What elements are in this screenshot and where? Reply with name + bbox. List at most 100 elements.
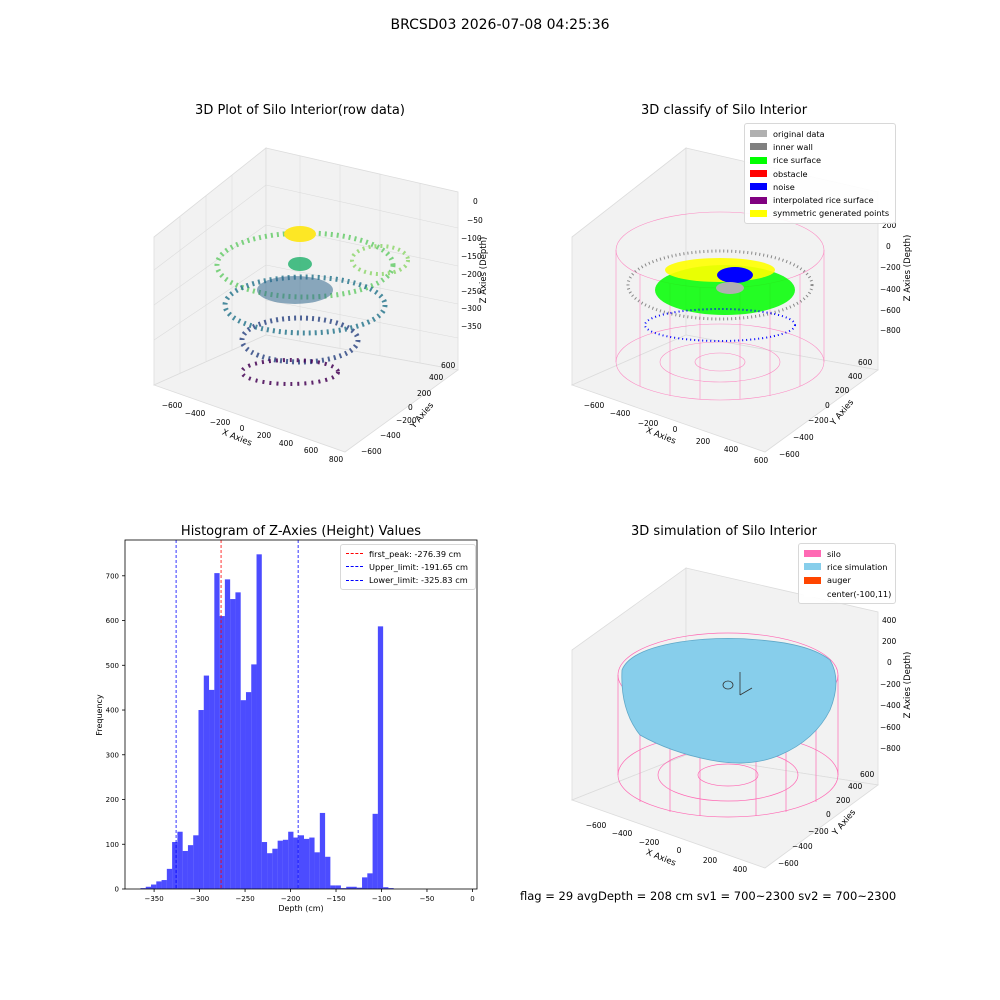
histogram-bar <box>325 856 331 889</box>
histogram-bar <box>346 886 352 889</box>
raw-zticks: 0 −50 −100 −150 −200 −250 −300 −350 <box>461 197 483 331</box>
histogram-xticks: −350 −300 −250 −200 −150 −100 −50 0 <box>144 889 475 903</box>
histogram-frame <box>124 539 478 890</box>
svg-text:600: 600 <box>304 446 319 455</box>
histogram-bar <box>224 579 231 889</box>
svg-text:0: 0 <box>408 403 413 412</box>
svg-text:600: 600 <box>860 770 875 779</box>
status-footer: flag = 29 avgDepth = 208 cm sv1 = 700~23… <box>520 889 897 903</box>
raw-3d-plot: 0 −50 −100 −150 −200 −250 −300 −350 Z Axies … <box>152 147 489 464</box>
histogram-bar <box>151 884 157 889</box>
svg-text:400: 400 <box>882 616 897 625</box>
histogram-bar <box>240 700 246 889</box>
x-tick-label: −300 <box>190 895 209 903</box>
histogram-bar <box>372 813 378 889</box>
svg-text:800: 800 <box>329 455 344 464</box>
legend-item-rice-simulation: rice simulation <box>804 560 890 573</box>
histogram-bar <box>203 675 210 889</box>
simulation-zticks: 400 200 0 −200 −400 −600 −800 <box>880 616 901 753</box>
histogram-yticks: 0 100 200 300 400 500 600 700 <box>106 572 125 894</box>
histogram-legend: first_peak: -276.39 cm Upper_limit: -191… <box>340 544 476 590</box>
histogram-bar <box>251 664 257 889</box>
svg-text:−600: −600 <box>880 306 901 315</box>
figure-title: BRCSD03 2026-07-08 04:25:36 <box>390 17 610 33</box>
y-tick-label: 700 <box>106 572 119 580</box>
histogram-bar <box>145 886 152 889</box>
histogram-bar <box>304 838 310 889</box>
histogram-bar <box>367 873 373 889</box>
y-tick-label: 600 <box>106 617 119 625</box>
histogram-bar <box>245 692 252 889</box>
y-tick-label: 200 <box>106 796 119 804</box>
simulation-xticks: −600 −400 −200 0 200 400 <box>586 821 748 874</box>
histogram-bar <box>161 880 167 889</box>
simulation-zlabel: Z Axies (Depth) <box>903 652 913 719</box>
legend-item-center: center(-100,11) <box>804 587 891 600</box>
svg-text:200: 200 <box>836 796 851 805</box>
histogram-bar <box>277 840 283 889</box>
svg-text:−200: −200 <box>461 270 482 279</box>
histogram-bar <box>288 831 294 889</box>
svg-text:200: 200 <box>882 637 897 646</box>
histogram-bar <box>293 837 299 889</box>
simulation-3d-plot: 400 200 0 −200 −400 −600 −800 Z Axies (Dept… <box>570 567 913 874</box>
svg-text:0: 0 <box>673 425 678 434</box>
histogram-bar <box>335 885 341 889</box>
svg-text:−200: −200 <box>808 416 829 425</box>
svg-text:−400: −400 <box>792 842 813 851</box>
svg-text:400: 400 <box>429 373 444 382</box>
legend-item-original-data: original data <box>750 127 890 140</box>
histogram-bar <box>256 554 262 889</box>
raw-axes-panes <box>152 147 459 453</box>
histogram-bar <box>140 888 146 889</box>
legend-item-interpolated: interpolated rice surface <box>750 193 890 206</box>
histogram-bar <box>198 710 204 889</box>
histogram-bar <box>383 887 389 889</box>
svg-text:−200: −200 <box>808 827 829 836</box>
x-tick-label: −200 <box>281 895 300 903</box>
simulation-legend: silo rice simulation auger center(-100,1… <box>798 543 896 605</box>
x-tick-label: −350 <box>144 895 163 903</box>
svg-text:−100: −100 <box>461 234 482 243</box>
svg-text:−600: −600 <box>162 401 183 410</box>
svg-text:−400: −400 <box>610 409 631 418</box>
svg-text:0: 0 <box>886 242 891 251</box>
raw-point-cloud <box>214 226 410 386</box>
rice-simulation-surface <box>621 638 837 764</box>
svg-text:0: 0 <box>887 658 892 667</box>
classify-yticks: −600 −400 −200 0 200 400 600 <box>779 358 873 459</box>
svg-text:−400: −400 <box>612 829 633 838</box>
histogram-bar <box>330 885 336 889</box>
svg-text:−400: −400 <box>880 285 901 294</box>
legend-item-symmetric: symmetric generated points <box>750 207 890 220</box>
legend-item-inner-wall: inner wall <box>750 140 890 153</box>
svg-text:600: 600 <box>858 358 873 367</box>
svg-text:−600: −600 <box>361 447 382 456</box>
histogram-bar <box>309 837 315 889</box>
svg-text:−250: −250 <box>461 287 482 296</box>
x-tick-label: −150 <box>326 895 345 903</box>
svg-text:0: 0 <box>473 197 478 206</box>
svg-text:−350: −350 <box>461 322 482 331</box>
legend-item-first-peak: first_peak: -276.39 cm <box>346 547 470 560</box>
histogram-bar <box>319 812 326 889</box>
histogram-bar <box>156 881 162 889</box>
svg-text:−600: −600 <box>880 723 901 732</box>
svg-text:400: 400 <box>848 782 863 791</box>
histogram-bars <box>140 554 394 889</box>
histogram-bar <box>388 888 394 889</box>
svg-text:−400: −400 <box>380 431 401 440</box>
x-tick-label: −100 <box>372 895 391 903</box>
histogram-bar <box>261 842 268 889</box>
simulation-plot-title: 3D simulation of Silo Interior <box>631 524 817 539</box>
histogram-bar <box>282 839 289 889</box>
histogram-bar <box>214 573 220 889</box>
histogram-ylabel: Frequency <box>95 694 104 736</box>
legend-item-obstacle: obstacle <box>750 167 890 180</box>
svg-text:200: 200 <box>835 386 850 395</box>
raw-plot-title: 3D Plot of Silo Interior(row data) <box>195 103 405 118</box>
y-tick-label: 500 <box>106 662 119 670</box>
classify-zticks: 200 0 −200 −400 −600 −800 <box>880 221 901 335</box>
svg-text:−800: −800 <box>880 326 901 335</box>
histogram-bar <box>351 886 357 889</box>
